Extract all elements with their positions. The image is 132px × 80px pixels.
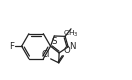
Text: N: N <box>69 42 76 51</box>
Text: S: S <box>51 37 57 46</box>
Text: CH$_3$: CH$_3$ <box>63 29 79 39</box>
Text: F: F <box>10 42 14 51</box>
Text: Cl: Cl <box>42 50 50 59</box>
Text: O: O <box>64 46 71 55</box>
